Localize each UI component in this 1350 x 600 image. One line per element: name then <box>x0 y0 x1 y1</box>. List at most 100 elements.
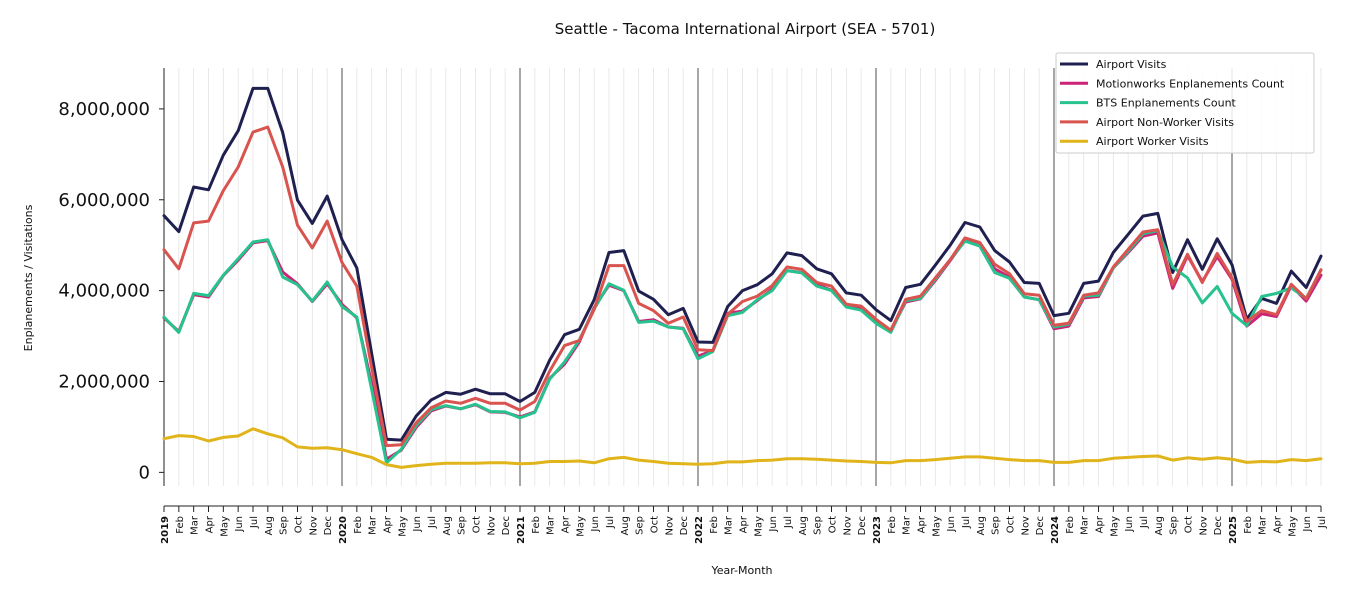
x-tick-label-year: 2021 <box>516 516 527 544</box>
x-tick-label-month: May <box>575 516 586 537</box>
x-tick-label-month: Aug <box>976 516 987 536</box>
x-tick-label-month: Apr <box>1095 515 1106 533</box>
x-tick-label-month: Dec <box>501 516 512 535</box>
x-tick-label-month: Jun <box>1124 516 1135 533</box>
x-tick-label-month: Mar <box>190 515 201 535</box>
x-tick-label-month: Jul <box>1317 516 1328 529</box>
x-tick-label-month: Sep <box>457 516 468 535</box>
x-tick-label-month: Jul <box>605 516 616 529</box>
x-tick-label-month: Apr <box>205 515 216 533</box>
x-tick-label-month: Mar <box>1258 515 1269 535</box>
x-tick-label-month: Aug <box>620 516 631 536</box>
x-tick-label-month: Feb <box>887 516 898 534</box>
legend-label: Motionworks Enplanements Count <box>1096 77 1285 90</box>
x-tick-label-year: 2023 <box>872 516 883 544</box>
x-axis-label: Year-Month <box>710 564 772 577</box>
x-tick-label-month: Aug <box>442 516 453 536</box>
legend-box <box>1055 52 1315 154</box>
x-tick-label-month: Dec <box>857 516 868 535</box>
x-tick-label-month: Dec <box>1213 516 1224 535</box>
x-tick-label-month: Jul <box>783 516 794 529</box>
x-tick-label-month: Oct <box>1184 516 1195 533</box>
y-axis-label: Enplanements / Visitations <box>22 204 35 351</box>
x-tick-label-month: Jul <box>249 516 260 529</box>
x-tick-label-month: Aug <box>264 516 275 536</box>
x-tick-label-month: Jul <box>427 516 438 529</box>
x-tick-label-month: Oct <box>294 516 305 533</box>
x-tick-label-month: Dec <box>1035 516 1046 535</box>
x-tick-label-month: Nov <box>842 516 853 536</box>
x-tick-label-month: Apr <box>383 515 394 533</box>
legend: Airport Visits Motionworks Enplanements C… <box>1055 52 1315 154</box>
x-tick-label-month: Dec <box>679 516 690 535</box>
x-tick-label-year: 2025 <box>1228 516 1239 544</box>
legend-label: Airport Non-Worker Visits <box>1096 116 1234 129</box>
x-tick-label-year: 2024 <box>1050 516 1061 544</box>
x-tick-label-month: Mar <box>546 515 557 535</box>
x-tick-label-year: 2019 <box>160 516 171 544</box>
y-tick-label: 8,000,000 <box>58 99 150 120</box>
y-tick-label: 6,000,000 <box>58 190 150 211</box>
x-tick-label-month: Jul <box>1139 516 1150 529</box>
series-line-airport-non-worker-visits <box>162 125 1323 448</box>
x-tick-label-month: May <box>1287 516 1298 537</box>
x-tick-label-month: Oct <box>650 516 661 533</box>
x-tick-label-month: Jun <box>946 516 957 533</box>
x-tick-label-month: May <box>1109 516 1120 537</box>
x-tick-label-month: Oct <box>828 516 839 533</box>
x-tick-label-month: Jul <box>961 516 972 529</box>
x-tick-label-month: Apr <box>917 515 928 533</box>
y-axis: 0 2,000,000 4,000,000 6,000,000 8,000,000 <box>58 68 165 486</box>
series-line-airport-visits <box>162 86 1323 442</box>
x-tick-label-month: May <box>753 516 764 537</box>
x-tick-label-month: Feb <box>709 516 720 534</box>
y-tick-label: 2,000,000 <box>58 372 150 393</box>
x-tick-label-month: Mar <box>724 515 735 535</box>
x-tick-label-month: Jun <box>590 516 601 533</box>
x-tick-label-month: Sep <box>635 516 646 535</box>
x-tick-label-month: Dec <box>323 516 334 535</box>
x-tick-label-month: Sep <box>279 516 290 535</box>
legend-label: Airport Visits <box>1096 58 1167 71</box>
x-tick-label-month: Nov <box>664 516 675 536</box>
x-tick-label-month: Aug <box>798 516 809 536</box>
x-tick-label-month: Feb <box>1243 516 1254 534</box>
x-tick-label-month: Apr <box>1273 515 1284 533</box>
x-tick-label-month: Apr <box>561 515 572 533</box>
x-tick-label-month: Mar <box>902 515 913 535</box>
y-tick-label: 0 <box>139 462 150 483</box>
x-tick-label-month: Sep <box>1169 516 1180 535</box>
x-tick-label-month: Jun <box>412 516 423 533</box>
x-axis: 2019 Feb Mar Apr May Jun Jul Aug Sep Oct Nov Dec 202… <box>160 505 1328 544</box>
grid <box>163 68 1322 486</box>
x-tick-label-month: Mar <box>368 515 379 535</box>
series-lines <box>162 86 1323 469</box>
series-line-airport-worker-visits <box>162 427 1323 469</box>
x-tick-label-month: Oct <box>472 516 483 533</box>
x-tick-label-month: Feb <box>175 516 186 534</box>
legend-label: Airport Worker Visits <box>1096 135 1209 148</box>
x-tick-label-month: Mar <box>1080 515 1091 535</box>
x-tick-label-month: Aug <box>1154 516 1165 536</box>
x-tick-label-month: May <box>931 516 942 537</box>
x-tick-label-month: Jun <box>234 516 245 533</box>
x-tick-label-year: 2020 <box>338 516 349 544</box>
x-tick-label-month: May <box>219 516 230 537</box>
x-tick-label-month: Jun <box>1302 516 1313 533</box>
x-tick-label-month: Apr <box>739 515 750 533</box>
legend-label: BTS Enplanements Count <box>1096 97 1237 110</box>
x-tick-label-month: Nov <box>1198 516 1209 536</box>
x-tick-label-month: Feb <box>531 516 542 534</box>
x-tick-label-month: Sep <box>813 516 824 535</box>
y-tick-label: 4,000,000 <box>58 281 150 302</box>
x-tick-label-month: May <box>397 516 408 537</box>
x-tick-label-month: Nov <box>1020 516 1031 536</box>
x-tick-label-month: Feb <box>1065 516 1076 534</box>
x-tick-label-year: 2022 <box>694 516 705 544</box>
x-tick-label-month: Oct <box>1006 516 1017 533</box>
chart-title: Seattle - Tacoma International Airport (… <box>555 20 936 38</box>
x-tick-label-month: Jun <box>768 516 779 533</box>
x-tick-label-month: Nov <box>308 516 319 536</box>
x-tick-label-month: Sep <box>991 516 1002 535</box>
